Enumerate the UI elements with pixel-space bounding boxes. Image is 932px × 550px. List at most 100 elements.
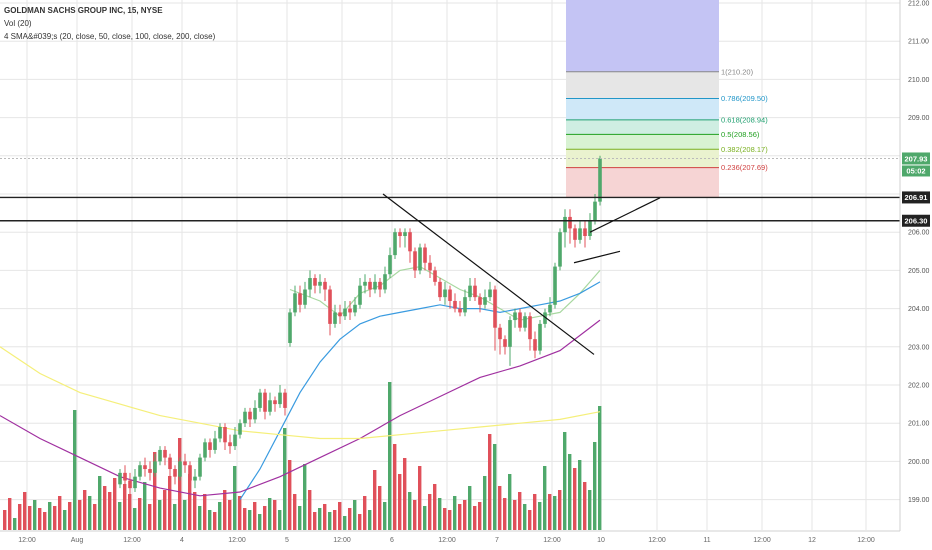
- candle-body: [168, 457, 172, 470]
- candle-body: [338, 312, 342, 317]
- volume-bar: [323, 504, 327, 530]
- candle-body: [163, 449, 167, 458]
- candle-body: [188, 465, 192, 481]
- volume-bar: [248, 510, 252, 530]
- trendline-uptrend-upper: [589, 197, 661, 233]
- y-tick-label: 209.00: [908, 115, 930, 122]
- volume-bar: [563, 432, 567, 530]
- candle-body: [223, 427, 227, 443]
- candle-body: [228, 442, 232, 447]
- volume-bar: [68, 502, 72, 530]
- volume-bar: [528, 510, 532, 530]
- volume-bar: [333, 510, 337, 530]
- volume-bar: [593, 442, 597, 530]
- y-tick-label: 211.00: [908, 39, 929, 46]
- candle-body: [388, 255, 392, 275]
- volume-bar: [548, 494, 552, 530]
- candle-body: [458, 308, 462, 313]
- volume-bar: [198, 506, 202, 530]
- volume-bar: [583, 482, 587, 530]
- volume-bar: [33, 500, 37, 530]
- volume-bar: [123, 484, 127, 530]
- x-tick-label: 12:00: [18, 537, 36, 544]
- volume-bar: [438, 498, 442, 530]
- volume-bar: [378, 486, 382, 530]
- volume-bar: [158, 500, 162, 530]
- candle-body: [408, 232, 412, 252]
- horizontal-levels[interactable]: [0, 157, 900, 222]
- volume-bar: [23, 492, 27, 530]
- y-tick-label: 201.00: [908, 421, 930, 428]
- candle-body: [558, 232, 562, 267]
- fib-level-label: 0.5(208.56): [721, 130, 760, 139]
- volume-bar: [483, 476, 487, 530]
- volume-bar: [298, 506, 302, 530]
- candle-body: [273, 400, 277, 405]
- candle-body: [123, 472, 127, 481]
- volume-bar: [553, 496, 557, 530]
- volume-bar: [18, 504, 22, 530]
- x-tick-label: 7: [495, 537, 499, 544]
- candle-body: [573, 228, 577, 240]
- volume-bar: [143, 482, 147, 530]
- candle-body: [398, 232, 402, 237]
- candle-body: [583, 228, 587, 237]
- candle-body: [453, 300, 457, 309]
- candle-body: [463, 297, 467, 313]
- volume-bar: [308, 490, 312, 530]
- volume-bar: [348, 508, 352, 530]
- candle-body: [133, 476, 137, 489]
- y-tick-label: 206.00: [908, 230, 930, 237]
- fibonacci-retracement[interactable]: 1(210.20) 0.786(209.50) 0.618(208.94) 0.5(2…: [566, 0, 768, 198]
- volume-bar: [243, 508, 247, 530]
- candle-body: [118, 472, 122, 485]
- candle-body: [343, 308, 347, 317]
- chart-title: GOLDMAN SACHS GROUP INC, 15, NYSE: [4, 6, 163, 15]
- candle-body: [448, 289, 452, 301]
- volume-bar: [58, 496, 62, 530]
- volume-bar: [98, 476, 102, 530]
- level-tag: [902, 191, 930, 204]
- candles: [118, 155, 602, 496]
- volume-bar: [343, 516, 347, 530]
- candle-body: [508, 320, 512, 347]
- volume-bar: [293, 494, 297, 530]
- volume-bar: [588, 490, 592, 530]
- trendline-downtrend: [382, 193, 595, 355]
- x-tick-label: Aug: [71, 537, 84, 544]
- candle-body: [538, 323, 542, 351]
- y-tick-label: 200.00: [908, 459, 930, 466]
- volume-bar: [43, 512, 47, 530]
- volume-bar: [513, 500, 517, 530]
- x-tick-label: 12:00: [228, 537, 246, 544]
- volume-bar: [303, 464, 307, 530]
- volume-bar: [458, 504, 462, 530]
- candle-body: [158, 449, 162, 462]
- level-tag: [902, 214, 930, 227]
- volume-bar: [558, 490, 562, 530]
- x-tick-label: 12:00: [438, 537, 456, 544]
- candle-body: [138, 465, 142, 477]
- volume-bar: [163, 490, 167, 530]
- y-tick-label: 204.00: [908, 306, 930, 313]
- candle-body: [183, 461, 187, 466]
- candle-body: [253, 407, 257, 420]
- y-tick-label: 205.00: [908, 268, 930, 275]
- volume-bar: [78, 500, 82, 530]
- trendlines[interactable]: [382, 193, 661, 355]
- x-tick-label: 10: [597, 537, 605, 544]
- volume-bar: [538, 502, 542, 530]
- candle-body: [563, 216, 567, 233]
- candle-body: [553, 266, 557, 305]
- candle-body: [303, 289, 307, 305]
- candle-body: [148, 469, 152, 473]
- volume-bar: [263, 506, 267, 530]
- candle-body: [488, 289, 492, 298]
- candle-body: [423, 247, 427, 263]
- volume-bar: [423, 506, 427, 530]
- volume-bar: [488, 434, 492, 530]
- volume-bar: [508, 474, 512, 530]
- candle-body: [298, 293, 302, 305]
- volume-bar: [318, 508, 322, 530]
